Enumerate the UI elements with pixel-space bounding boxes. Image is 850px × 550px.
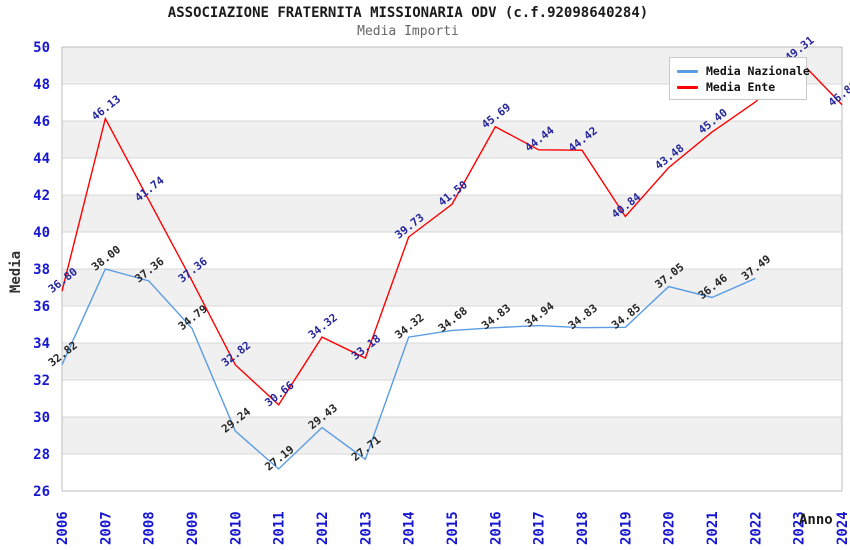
y-tick-label: 46: [33, 114, 50, 130]
y-tick-label: 48: [33, 77, 50, 93]
plot-band: [62, 232, 842, 269]
plot-band: [62, 269, 842, 306]
plot-band: [62, 454, 842, 491]
plot-band: [62, 380, 842, 417]
y-tick-label: 42: [33, 188, 50, 204]
x-tick-label: 2017: [532, 511, 548, 545]
chart-header: ASSOCIAZIONE FRATERNITA MISSIONARIA ODV …: [0, 5, 816, 39]
x-tick-label: 2022: [748, 511, 764, 545]
x-tick-label: 2008: [142, 511, 158, 545]
y-tick-label: 32: [33, 373, 50, 389]
y-tick-label: 38: [33, 262, 50, 278]
x-tick-label: 2013: [358, 511, 374, 545]
x-tick-label: 2014: [402, 511, 418, 545]
x-tick-label: 2019: [618, 511, 634, 545]
x-tick-label: 2020: [662, 511, 678, 545]
plot-border: [61, 46, 843, 492]
legend-item-media-ente: Media Ente: [677, 79, 800, 95]
plot-band: [62, 343, 842, 380]
y-tick-label: 50: [33, 40, 50, 56]
legend-label: Media Nazionale: [706, 64, 810, 78]
plot-band: [62, 158, 842, 195]
plot-band: [62, 306, 842, 343]
y-tick-label: 36: [33, 299, 50, 315]
y-axis-title: Media: [8, 250, 24, 294]
x-tick-label: 2011: [272, 511, 288, 545]
series-line-media-nazionale: [61, 268, 756, 470]
y-tick-label: 26: [33, 484, 50, 500]
y-tick-label: 40: [33, 225, 50, 241]
x-tick-label: 2010: [228, 511, 244, 545]
legend-swatch-nazionale-icon: [677, 69, 698, 73]
chart-subtitle: Media Importi: [357, 24, 459, 39]
x-tick-label: 2006: [55, 511, 71, 545]
x-tick-label: 2018: [575, 511, 591, 545]
legend-swatch-ente-icon: [677, 85, 698, 89]
x-axis-title: Anno: [799, 512, 833, 528]
plot-band: [62, 417, 842, 454]
plot-band: [62, 195, 842, 232]
chart-title: ASSOCIAZIONE FRATERNITA MISSIONARIA ODV …: [167, 5, 649, 21]
x-tick-label: 2016: [488, 511, 504, 545]
legend-label: Media Ente: [706, 80, 776, 94]
x-tick-label: 2012: [315, 511, 331, 545]
x-tick-label: 2015: [445, 511, 461, 545]
y-tick-label: 34: [33, 336, 50, 352]
y-tick-label: 30: [33, 410, 50, 426]
y-tick-label: 44: [33, 151, 50, 167]
legend-item-media-nazionale: Media Nazionale: [677, 63, 810, 79]
x-tick-label: 2007: [98, 511, 114, 545]
series-line-media-ente: [61, 58, 843, 406]
legend: Media Nazionale Media Ente: [669, 57, 810, 100]
plot-band: [62, 121, 842, 158]
x-tick-label: 2021: [705, 511, 721, 545]
y-tick-label: 28: [33, 447, 50, 463]
x-tick-label: 2023: [792, 511, 808, 545]
x-tick-label: 2024: [835, 511, 850, 545]
x-tick-label: 2009: [185, 511, 201, 545]
